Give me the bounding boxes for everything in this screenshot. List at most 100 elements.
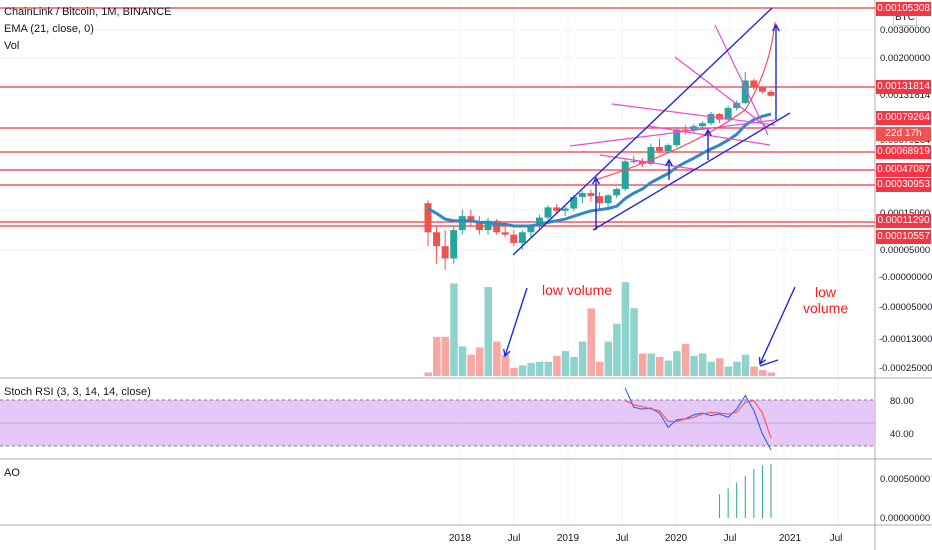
candle-body [544, 207, 552, 218]
volume-bar [716, 358, 724, 376]
ao-legend: AO [4, 467, 20, 479]
volume-bar [441, 336, 450, 376]
price-tag: 0.00131814 [876, 80, 931, 94]
volume-bar [493, 341, 501, 376]
candle-body [733, 102, 741, 109]
candle-body [716, 114, 724, 120]
candle-body [741, 80, 749, 103]
candle-body [424, 203, 432, 233]
volume-bar [587, 308, 595, 376]
volume-bar [733, 361, 741, 376]
time-axis-label: Jul [724, 533, 737, 544]
price-tag: 0.00105308 [876, 2, 931, 16]
candle-body [441, 246, 449, 259]
candle-body [450, 230, 458, 259]
volume-bar [484, 286, 493, 376]
price-tag: 0.00068919 [876, 145, 931, 159]
low-volume-label-2b: volume [803, 300, 849, 316]
ao-axis-label: 0.00050000 [880, 474, 930, 485]
time-axis-label: 2020 [665, 533, 688, 544]
volume-bar [681, 343, 690, 376]
price-tag: 0.00010557 [876, 230, 931, 244]
volume-bar [724, 366, 733, 376]
volume-bar [698, 353, 707, 376]
parabolic-curve [594, 21, 776, 181]
volume-bar [750, 366, 758, 376]
candle-body [604, 195, 612, 204]
up-arrow-head [665, 158, 673, 167]
volume-bar [638, 353, 647, 376]
volume-bar [510, 367, 518, 376]
candle-body [767, 91, 775, 96]
volume-bar [758, 370, 767, 376]
volume-bar [424, 372, 432, 376]
candle-body [535, 217, 543, 227]
stoch-axis-label: 80.00 [890, 396, 914, 407]
countdown-tag: 22d 17h [876, 127, 931, 141]
up-arrow-head [772, 23, 780, 32]
volume-bar [527, 362, 535, 376]
time-axis-label: 2018 [449, 533, 472, 544]
candle-body [510, 234, 518, 243]
volume-bar [707, 361, 715, 376]
up-arrow-head [704, 128, 712, 137]
candle-body [673, 129, 681, 146]
volume-bar [450, 283, 458, 376]
candle-body [578, 193, 586, 197]
price-axis-label: 0.00200000 [880, 53, 930, 64]
candle-body [630, 160, 638, 162]
time-axis-label: Jul [508, 533, 521, 544]
candle-body [458, 216, 466, 231]
fan-line [569, 119, 776, 147]
volume-bar [630, 308, 638, 376]
price-axis-label: 0.00005000 [880, 245, 930, 256]
volume-bar [604, 341, 613, 376]
candle-body [681, 129, 689, 131]
volume-bar [741, 354, 750, 376]
candle-body [698, 123, 706, 127]
volume-bar [544, 361, 553, 376]
price-tag: 0.00011290 [876, 214, 931, 228]
candle-body [638, 160, 646, 164]
price-tag: 0.00079264 [876, 111, 931, 125]
candle-body [501, 232, 509, 235]
candle-body [613, 188, 621, 196]
candle-body [527, 226, 535, 233]
price-axis-label: 0.00300000 [880, 25, 930, 36]
stoch-series-d [624, 399, 772, 439]
candle-body [664, 145, 672, 152]
time-axis-label: Jul [830, 533, 843, 544]
price-tag: 0.00047087 [876, 163, 931, 177]
candle-body [475, 222, 483, 231]
candle-body [561, 208, 569, 211]
up-arrow-head [592, 176, 600, 185]
volume-bar [501, 354, 510, 376]
candle-body [690, 126, 698, 131]
volume-axis-label: -0.00013000 [879, 334, 932, 345]
candle-body [596, 196, 603, 204]
candle-body [647, 146, 655, 164]
price-axis-label: 0.00131814 [880, 90, 930, 101]
volume-bar [475, 347, 484, 376]
volume-bar [553, 355, 561, 376]
volume-bar [578, 341, 587, 376]
volume-bar [467, 354, 475, 376]
candle-body [570, 196, 578, 209]
candle-body [553, 207, 561, 211]
ema-line [427, 112, 772, 228]
trend-channel-lower [592, 112, 791, 231]
volume-bar [596, 361, 604, 376]
fan-line [674, 56, 769, 129]
volume-bar [621, 282, 630, 376]
vol-legend: Vol [4, 40, 20, 52]
chart-title: ChainLink / Bitcoin, 1M, BINANCE [4, 6, 172, 18]
volume-axis-label: -0.00005000 [879, 302, 932, 313]
candle-body [724, 108, 732, 120]
trend-channel-upper [512, 7, 773, 256]
volume-bar [570, 357, 578, 376]
candle-body [493, 220, 501, 233]
volume-bar [535, 361, 544, 376]
stoch-rsi-legend: Stoch RSI (3, 3, 14, 14, close) [4, 386, 151, 398]
fan-line [599, 154, 701, 171]
